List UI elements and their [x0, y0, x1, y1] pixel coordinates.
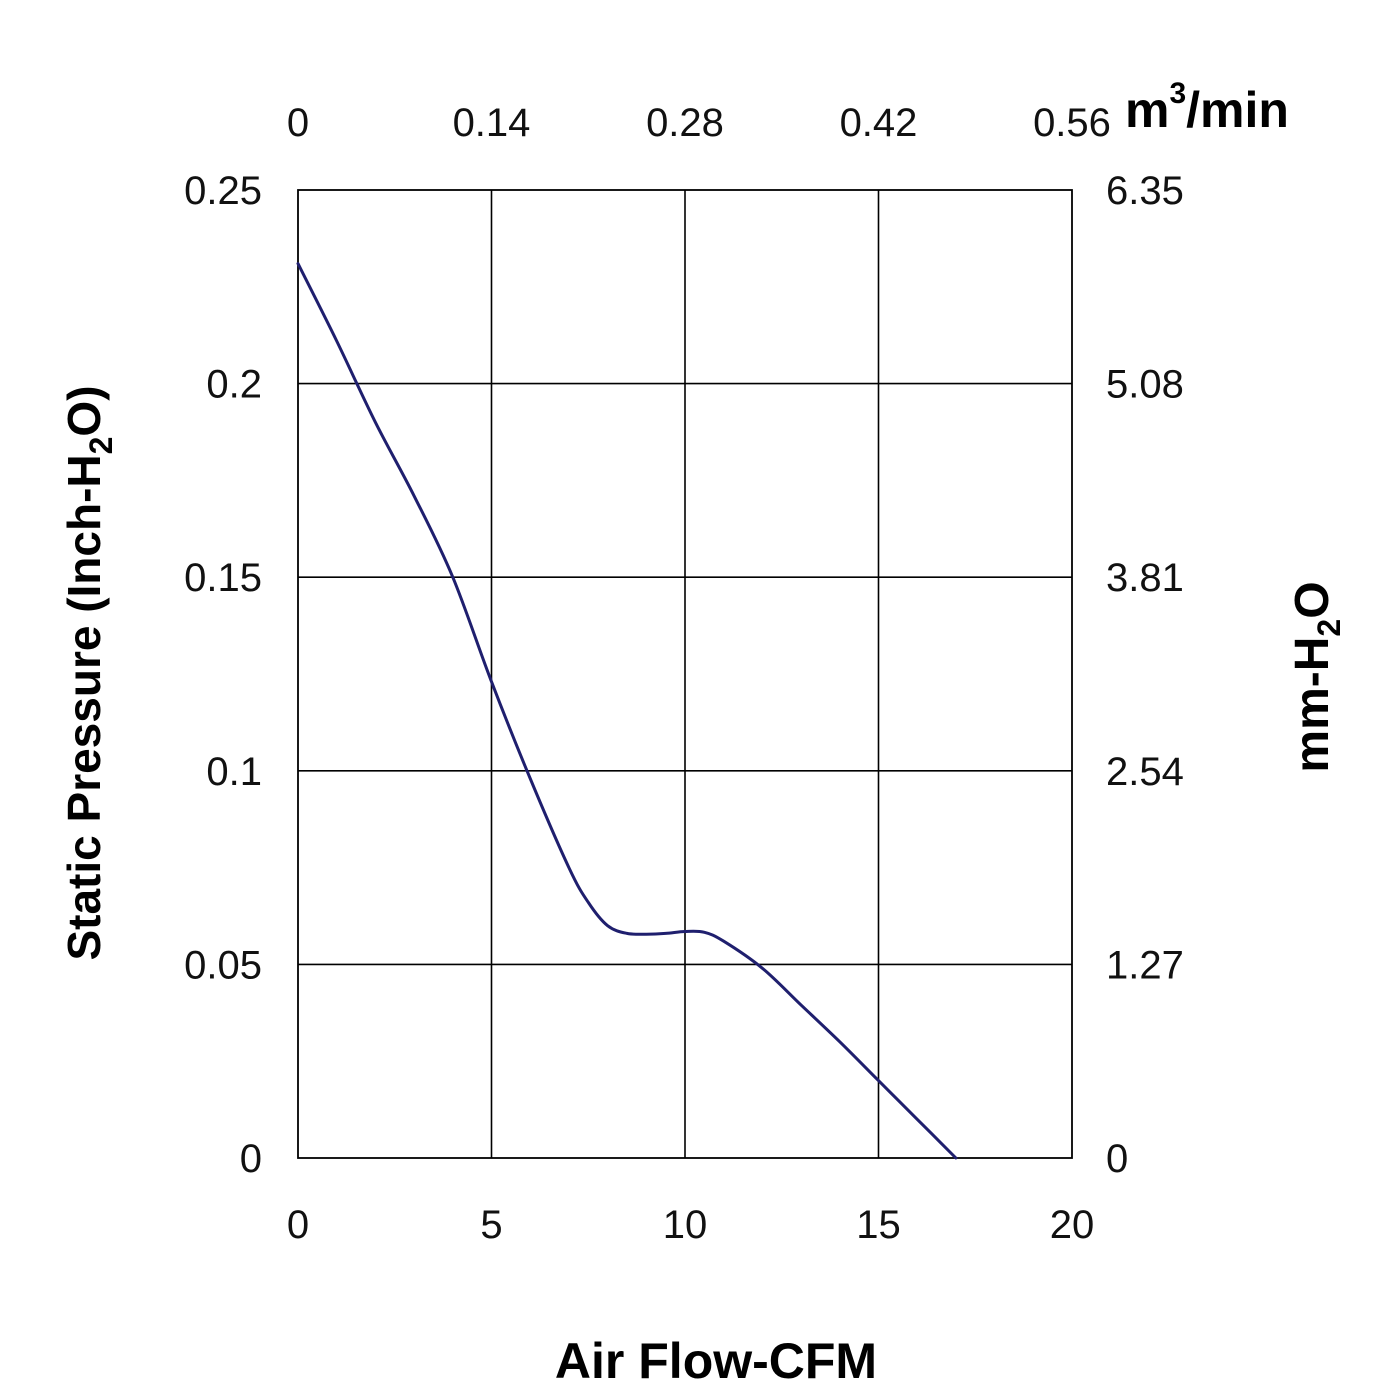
y-left-tick-label: 0.2 [206, 363, 262, 407]
y-left-tick-label: 0.05 [184, 943, 262, 987]
y-axis-right-title: mm-H2O [1286, 581, 1347, 772]
performance-curve [296, 262, 958, 1160]
y-left-tick-label: 0.25 [184, 169, 262, 213]
x-top-tick-label: 0.28 [646, 101, 724, 145]
y-right-tick-label: 0 [1106, 1137, 1128, 1181]
x-top-tick-label: 0.14 [453, 101, 531, 145]
y-axis-left-title-end: O) [58, 385, 110, 436]
x-top-tick-label: 0.42 [840, 101, 918, 145]
y-right-tick-label: 2.54 [1106, 750, 1184, 794]
x-tick-label: 5 [480, 1203, 502, 1247]
y-right-tick-label: 5.08 [1106, 363, 1184, 407]
y-axis-left-title-sub: 2 [83, 437, 119, 455]
x-axis-bottom-ticks: 0 5 10 15 20 [287, 1203, 1094, 1247]
y-axis-right-title-end: O [1286, 581, 1339, 618]
y-left-tick-label: 0 [240, 1137, 262, 1181]
x-tick-label: 0 [287, 1203, 309, 1247]
x-tick-label: 10 [663, 1203, 708, 1247]
y-axis-left-title: Static Pressure (Inch-H2O) [58, 385, 119, 960]
x-top-tick-label: 0.56 [1033, 101, 1111, 145]
y-axis-right-title-sub: 2 [1311, 619, 1347, 637]
y-right-tick-label: 1.27 [1106, 943, 1184, 987]
plot-frame [297, 189, 1073, 1159]
y-axis-left-title-main: Static Pressure (Inch-H [58, 454, 110, 960]
x-axis-top-title-sup: 3 [1169, 77, 1186, 110]
x-axis-top-title-main: m [1125, 82, 1169, 138]
grid [298, 190, 1072, 1158]
x-top-tick-label: 0 [287, 101, 309, 145]
y-axis-right-title-main: mm-H [1286, 637, 1339, 773]
x-axis-top-title-end: /min [1186, 82, 1289, 138]
y-right-tick-label: 6.35 [1106, 169, 1184, 213]
y-left-tick-label: 0.1 [206, 750, 262, 794]
x-tick-label: 20 [1050, 1203, 1095, 1247]
y-axis-right-ticks: 0 1.27 2.54 3.81 5.08 6.35 [1106, 169, 1184, 1181]
x-axis-top-title: m3/min [1125, 77, 1289, 138]
x-tick-label: 15 [856, 1203, 901, 1247]
y-left-tick-label: 0.15 [184, 556, 262, 600]
y-axis-left-ticks: 0 0.05 0.1 0.15 0.2 0.25 [184, 169, 262, 1181]
x-axis-top-ticks: 0 0.14 0.28 0.42 0.56 [287, 101, 1111, 145]
x-axis-title: Air Flow-CFM [555, 1333, 877, 1389]
y-right-tick-label: 3.81 [1106, 556, 1184, 600]
